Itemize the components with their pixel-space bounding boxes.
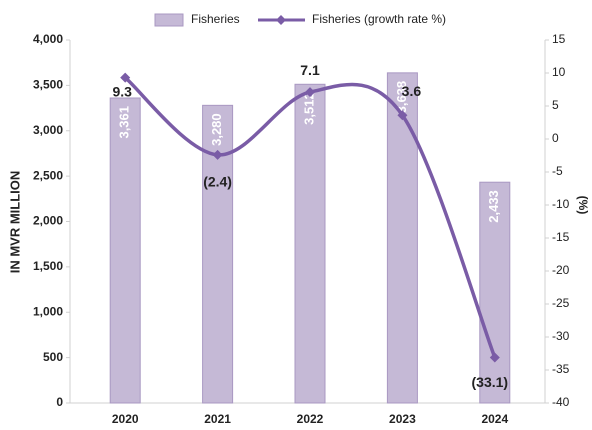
y2-tick-label: -20 — [552, 263, 570, 277]
y-tick-label: 0 — [56, 395, 63, 409]
y-tick-label: 4,000 — [33, 32, 63, 46]
y2-tick-label: 10 — [552, 65, 566, 79]
y-tick-label: 2,500 — [33, 168, 63, 182]
y2-tick-label: 15 — [552, 32, 566, 46]
bar-value-label: 2,433 — [486, 190, 501, 223]
y-axis-label: IN MVR MILLION — [7, 171, 22, 274]
y-tick-label: 3,000 — [33, 123, 63, 137]
bar — [479, 181, 511, 404]
y-tick-label: 2,000 — [33, 214, 63, 228]
y-tick-label: 1,000 — [33, 304, 63, 318]
growth-line — [124, 76, 497, 359]
line-value-label: 3.6 — [402, 83, 422, 99]
bar-value-label: 3,638 — [394, 81, 409, 114]
y-tick-label: 3,500 — [33, 78, 63, 92]
legend-swatch — [154, 13, 184, 27]
bar — [294, 83, 326, 404]
x-tick-label: 2021 — [204, 412, 231, 426]
line-value-label: (2.4) — [203, 174, 232, 190]
x-tick-label: 2020 — [112, 412, 139, 426]
line-marker — [397, 110, 408, 121]
line-value-label: 7.1 — [300, 62, 320, 78]
legend-label: Fisheries — [191, 12, 240, 26]
y-tick-label: 500 — [43, 350, 63, 364]
line-marker — [305, 87, 315, 98]
x-tick-label: 2023 — [389, 412, 416, 426]
y2-tick-label: -10 — [552, 197, 570, 211]
y2-tick-label: -15 — [552, 230, 570, 244]
legend-swatch — [276, 15, 286, 25]
bar — [386, 72, 418, 404]
bar-value-label: 3,361 — [117, 106, 132, 139]
bar-value-label: 3,280 — [209, 113, 224, 146]
y2-tick-label: 5 — [552, 98, 559, 112]
y2-tick-label: 0 — [552, 131, 559, 145]
y2-tick-label: -40 — [552, 395, 570, 409]
bar-value-label: 3,512 — [301, 92, 316, 125]
y2-tick-label: -35 — [552, 362, 570, 376]
line-marker — [120, 72, 131, 83]
line-marker — [212, 149, 223, 160]
x-tick-label: 2024 — [481, 412, 508, 426]
y2-axis-label: (%) — [576, 196, 590, 215]
x-tick-label: 2022 — [297, 412, 324, 426]
y2-tick-label: -30 — [552, 329, 570, 343]
bar — [109, 97, 141, 404]
line-value-label: (33.1) — [472, 374, 509, 390]
line-marker — [489, 352, 500, 363]
line-value-label: 9.3 — [112, 83, 132, 99]
y-tick-label: 1,500 — [33, 259, 63, 273]
legend-label: Fisheries (growth rate %) — [312, 12, 446, 26]
y2-tick-label: -5 — [552, 164, 563, 178]
y2-tick-label: -25 — [552, 296, 570, 310]
